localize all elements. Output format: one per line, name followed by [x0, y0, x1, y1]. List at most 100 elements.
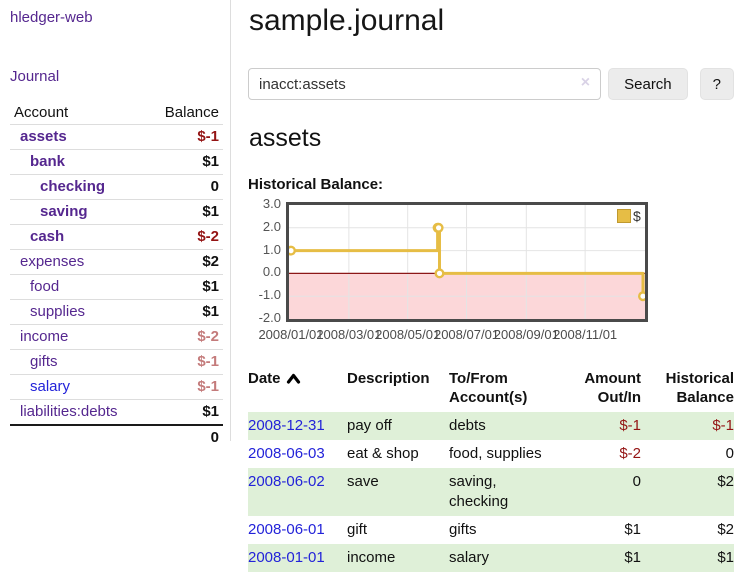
transaction-row: 2008-06-01 gift gifts $1 $2 [248, 516, 734, 544]
transaction-accounts: gifts [449, 521, 477, 538]
chart-title: Historical Balance: [248, 176, 384, 193]
account-balance: $-2 [144, 324, 223, 350]
x-axis-tick-label: 2008/05/01 [375, 327, 441, 342]
account-link[interactable]: income [20, 328, 69, 345]
account-link[interactable]: assets [20, 128, 67, 145]
transaction-row: 2008-06-03 eat & shop food, supplies $-2 0 [248, 440, 734, 468]
transaction-balance: $2 [717, 473, 734, 490]
transaction-date-link[interactable]: 2008-12-31 [248, 417, 325, 434]
account-row: cash $-2 [10, 224, 223, 250]
x-axis-tick-label: 2008/11/01 [553, 327, 618, 342]
account-row: liabilities:debts $1 [10, 399, 223, 425]
account-link[interactable]: salary [30, 378, 71, 395]
account-balance: 0 [144, 174, 223, 200]
account-balance: $2 [144, 249, 223, 275]
account-link[interactable]: checking [40, 178, 106, 195]
register-header-amount: Amount Out/In [584, 370, 641, 406]
data-point [289, 245, 296, 256]
account-row: income $-2 [10, 324, 223, 350]
sort-ascending-icon [286, 370, 301, 389]
legend-swatch-icon [617, 209, 631, 223]
sidebar: hledger-web Journal Account Balance asse… [0, 0, 231, 450]
chart-legend: $ [617, 208, 641, 224]
page-title: sample.journal [249, 4, 445, 37]
sidebar-item-journal[interactable]: Journal [10, 68, 60, 85]
account-row: salary $-1 [10, 374, 223, 400]
search-input[interactable] [248, 68, 602, 100]
account-balance: $-1 [144, 349, 223, 375]
y-axis-tick-label: -1.0 [258, 287, 281, 303]
account-balance: $1 [144, 274, 223, 300]
transaction-date-cell: 2008-12-31 [248, 412, 347, 440]
account-link[interactable]: expenses [20, 253, 85, 270]
account-link[interactable]: liabilities:debts [20, 403, 118, 420]
y-axis-tick-label: 1.0 [262, 241, 281, 257]
search-form: × Search ? [248, 68, 734, 100]
account-balance: $1 [144, 399, 223, 425]
transaction-balance: $1 [717, 549, 734, 566]
accounts-total-row: 0 [10, 424, 223, 450]
help-button[interactable]: ? [699, 68, 734, 100]
legend-label: $ [633, 208, 641, 224]
transaction-amount: $-2 [619, 445, 641, 462]
search-button[interactable]: Search [608, 68, 688, 100]
transaction-amount: $1 [624, 521, 641, 538]
transaction-date-link[interactable]: 2008-06-03 [248, 445, 325, 462]
transaction-date-link[interactable]: 2008-01-01 [248, 549, 325, 566]
account-row: checking 0 [10, 174, 223, 200]
accounts-header-account: Account [14, 104, 69, 121]
transaction-balance: 0 [725, 445, 734, 462]
account-balance: $1 [144, 199, 223, 225]
transaction-accounts: salary [449, 549, 490, 566]
x-axis-tick-label: 2008/07/01 [433, 327, 500, 342]
account-link[interactable]: supplies [30, 303, 86, 320]
data-point [434, 268, 445, 279]
account-link[interactable]: gifts [30, 353, 58, 370]
account-row: food $1 [10, 274, 223, 300]
accounts-header-balance: Balance [164, 104, 219, 121]
transaction-date-cell: 2008-06-03 [248, 440, 347, 468]
account-row: assets $-1 [10, 124, 223, 150]
y-axis-tick-label: -2.0 [258, 310, 281, 325]
transaction-accounts: debts [449, 417, 486, 434]
x-axis-tick-label: 2008/03/01 [316, 327, 382, 342]
account-link[interactable]: food [30, 278, 60, 295]
transaction-date-cell: 2008-01-01 [248, 544, 347, 572]
y-axis-tick-label: 2.0 [262, 218, 281, 234]
x-axis-tick-label: 2008/01/01 [258, 327, 324, 342]
transaction-description: save [347, 473, 379, 490]
register-header-accounts: To/From Account(s) [449, 370, 528, 406]
transaction-accounts: food, supplies [449, 445, 542, 462]
data-point [638, 291, 645, 302]
account-balance: $1 [144, 149, 223, 175]
account-link[interactable]: bank [30, 153, 66, 170]
account-balance: $-1 [144, 374, 223, 400]
account-row: supplies $1 [10, 299, 223, 325]
transaction-description: pay off [347, 417, 392, 434]
accounts-table: Account Balance assets $-1 bank $1 checking 0… [10, 101, 223, 450]
transaction-description: eat & shop [347, 445, 419, 462]
register-header-balance: Historical Balance [665, 370, 734, 406]
x-axis-tick-label: 2008/09/01 [493, 327, 559, 342]
transaction-description: gift [347, 521, 368, 538]
register-header-date[interactable]: Date [248, 369, 347, 412]
clear-search-icon[interactable]: × [580, 74, 591, 91]
main-content: sample.journal × Search ? assets Histori… [248, 0, 734, 572]
accounts-total-balance: 0 [144, 424, 223, 450]
transaction-accounts: saving, checking [449, 473, 509, 510]
transaction-date-link[interactable]: 2008-06-01 [248, 521, 325, 538]
register-table: Date Description To/From Account(s) Amou… [248, 369, 734, 572]
y-axis-tick-label: 3.0 [262, 196, 281, 211]
account-row: gifts $-1 [10, 349, 223, 375]
account-link[interactable]: saving [40, 203, 88, 220]
account-balance: $-1 [144, 124, 223, 150]
search-box: × [248, 68, 602, 100]
transaction-date-cell: 2008-06-02 [248, 468, 347, 516]
app-brand-link[interactable]: hledger-web [10, 9, 93, 26]
account-heading: assets [249, 124, 322, 152]
transaction-date-link[interactable]: 2008-06-02 [248, 473, 325, 490]
historical-balance-chart: 3.0 2.0 1.0 0.0 -1.0 -2.0 2008/01/01 2008/03/01… [248, 196, 734, 349]
transaction-row: 2008-12-31 pay off debts $-1 $-1 [248, 412, 734, 440]
transaction-row: 2008-01-01 income salary $1 $1 [248, 544, 734, 572]
account-link[interactable]: cash [30, 228, 65, 245]
